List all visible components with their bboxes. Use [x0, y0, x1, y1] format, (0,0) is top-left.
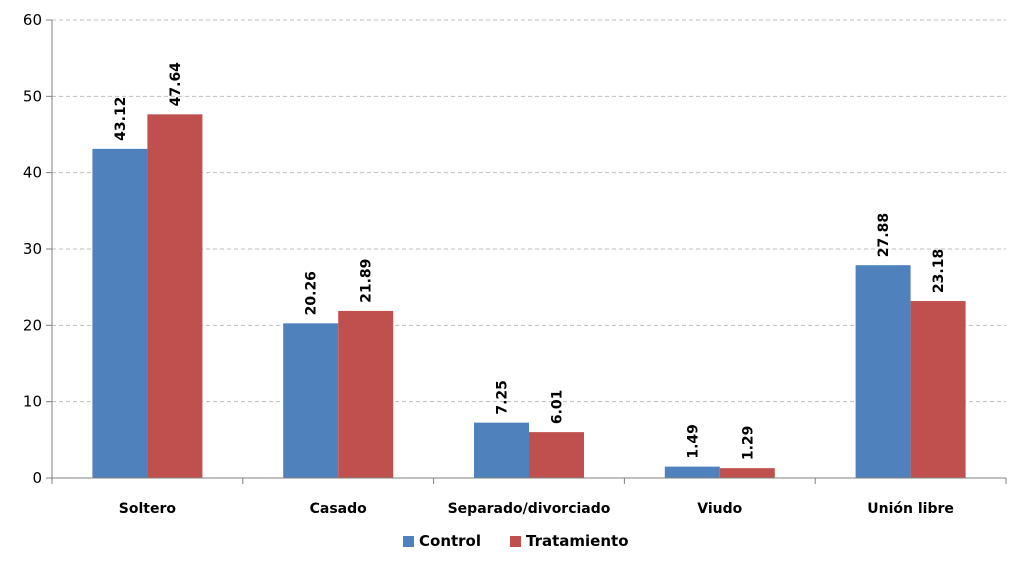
data-label-control-1: 20.26	[304, 271, 320, 315]
bar-tratamiento-0	[147, 114, 203, 479]
data-label-tratamiento-0: 47.64	[168, 62, 184, 107]
data-label-tratamiento-4: 23.18	[931, 249, 947, 293]
data-label-tratamiento-3: 1.29	[740, 426, 756, 461]
bar-control-1	[283, 323, 339, 478]
bar-control-2	[474, 422, 529, 478]
grid-layer	[52, 19, 1006, 403]
data-label-control-4: 27.88	[876, 213, 892, 257]
bar-tratamiento-2	[529, 432, 584, 478]
data-label-tratamiento-2: 6.01	[550, 390, 566, 425]
x-category-label-3: Viudo	[697, 501, 742, 517]
y-tick-label-30: 30	[23, 240, 42, 258]
bar-control-4	[855, 265, 911, 478]
legend-label-control: Control	[419, 532, 481, 550]
legend-swatch-tratamiento	[510, 536, 521, 547]
bar-tratamiento-1	[338, 310, 394, 478]
data-label-control-0: 43.12	[113, 97, 129, 141]
y-tick-label-60: 60	[23, 11, 42, 29]
y-tick-label-10: 10	[23, 393, 42, 411]
y-tick-label-0: 0	[32, 469, 42, 487]
legend-swatch-control	[403, 536, 414, 547]
bar-tratamiento-4	[910, 301, 966, 478]
y-tick-label-50: 50	[23, 87, 42, 105]
axis-layer	[46, 19, 1007, 484]
x-category-label-2: Separado/divorciado	[448, 501, 611, 517]
x-category-label-4: Unión libre	[867, 501, 954, 517]
y-tick-label-20: 20	[23, 316, 42, 334]
legend-label-tratamiento: Tratamiento	[526, 532, 629, 550]
data-label-control-3: 1.49	[685, 424, 701, 459]
labels-layer: 0 10 20 30 40 50 60 43.12 47.64 Soltero 20.26 21.89…	[23, 11, 954, 517]
legend: Control Tratamiento	[403, 532, 629, 550]
x-category-label-1: Casado	[310, 501, 368, 517]
y-tick-label-40: 40	[23, 164, 42, 182]
data-label-tratamiento-1: 21.89	[359, 259, 375, 303]
bars-layer	[92, 114, 966, 479]
data-label-control-2: 7.25	[495, 380, 511, 415]
bar-control-0	[92, 148, 148, 479]
x-category-label-0: Soltero	[119, 501, 177, 517]
bar-tratamiento-3	[719, 468, 775, 478]
bar-control-3	[664, 466, 720, 478]
